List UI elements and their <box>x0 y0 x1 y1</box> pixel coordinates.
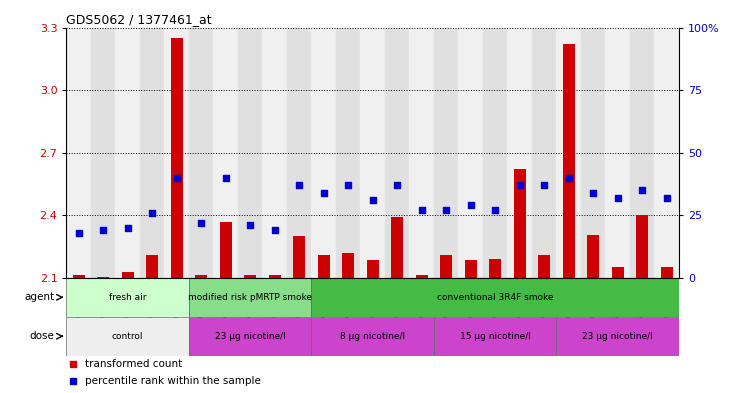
Point <box>170 174 182 181</box>
Bar <box>385 28 410 278</box>
Point <box>244 222 256 228</box>
Bar <box>170 38 183 278</box>
Bar <box>434 317 556 356</box>
Bar <box>434 28 458 278</box>
Bar <box>556 317 679 356</box>
Bar <box>189 317 311 356</box>
Bar <box>508 28 532 278</box>
Point <box>465 202 477 208</box>
Bar <box>410 28 434 278</box>
Bar <box>440 255 452 278</box>
Bar <box>458 28 483 278</box>
Text: control: control <box>112 332 143 341</box>
Bar <box>661 267 673 278</box>
Point <box>563 174 575 181</box>
Bar <box>115 28 140 278</box>
Bar <box>244 275 256 278</box>
Bar <box>317 255 330 278</box>
Bar <box>538 255 551 278</box>
Point <box>367 197 379 203</box>
Bar <box>311 278 679 317</box>
Bar <box>263 28 287 278</box>
Bar <box>311 317 434 356</box>
Text: fresh air: fresh air <box>109 293 146 302</box>
Bar <box>146 255 159 278</box>
Bar <box>66 28 91 278</box>
Bar <box>391 217 404 278</box>
Point <box>636 187 648 193</box>
Bar <box>189 278 311 317</box>
Bar <box>122 272 134 278</box>
Text: 23 μg nicotine/l: 23 μg nicotine/l <box>582 332 653 341</box>
Point <box>342 182 354 188</box>
Bar <box>360 28 385 278</box>
Point <box>146 209 158 216</box>
Bar <box>220 222 232 278</box>
Point <box>318 189 330 196</box>
Point <box>122 225 134 231</box>
Point <box>661 195 672 201</box>
Bar <box>587 235 599 278</box>
Text: dose: dose <box>30 331 54 341</box>
Point <box>97 227 109 233</box>
Point <box>612 195 624 201</box>
Bar <box>66 278 189 317</box>
Bar <box>91 28 115 278</box>
Bar <box>66 317 189 356</box>
Bar <box>238 28 263 278</box>
Text: GDS5062 / 1377461_at: GDS5062 / 1377461_at <box>66 13 212 26</box>
Bar <box>605 28 630 278</box>
Bar <box>581 28 605 278</box>
Bar <box>311 28 336 278</box>
Bar <box>72 275 85 278</box>
Bar <box>165 28 189 278</box>
Text: agent: agent <box>24 292 54 302</box>
Bar <box>630 28 655 278</box>
Text: 8 μg nicotine/l: 8 μg nicotine/l <box>340 332 405 341</box>
Bar <box>269 275 281 278</box>
Bar <box>97 277 109 278</box>
Point <box>196 220 207 226</box>
Bar <box>612 267 624 278</box>
Text: modified risk pMRTP smoke: modified risk pMRTP smoke <box>188 293 312 302</box>
Text: 23 μg nicotine/l: 23 μg nicotine/l <box>215 332 286 341</box>
Point <box>220 174 232 181</box>
Text: conventional 3R4F smoke: conventional 3R4F smoke <box>437 293 554 302</box>
Bar <box>655 28 679 278</box>
Bar <box>636 215 649 278</box>
Point <box>587 189 599 196</box>
Point <box>441 207 452 213</box>
Point <box>514 182 525 188</box>
Bar <box>367 260 379 278</box>
Bar <box>189 28 213 278</box>
Bar <box>562 44 575 278</box>
Bar <box>415 275 428 278</box>
Bar <box>287 28 311 278</box>
Bar <box>465 260 477 278</box>
Bar <box>140 28 165 278</box>
Bar <box>213 28 238 278</box>
Bar <box>293 236 306 278</box>
Point <box>269 227 280 233</box>
Point <box>415 207 427 213</box>
Bar <box>556 28 581 278</box>
Bar <box>342 253 354 278</box>
Bar <box>483 28 508 278</box>
Bar <box>195 275 207 278</box>
Point <box>391 182 403 188</box>
Point <box>73 230 85 236</box>
Point <box>538 182 550 188</box>
Point <box>293 182 305 188</box>
Bar <box>489 259 501 278</box>
Bar <box>514 169 525 278</box>
Text: percentile rank within the sample: percentile rank within the sample <box>85 376 261 386</box>
Text: 15 μg nicotine/l: 15 μg nicotine/l <box>460 332 531 341</box>
Bar <box>532 28 556 278</box>
Text: transformed count: transformed count <box>85 359 182 369</box>
Point <box>489 207 501 213</box>
Bar <box>336 28 360 278</box>
